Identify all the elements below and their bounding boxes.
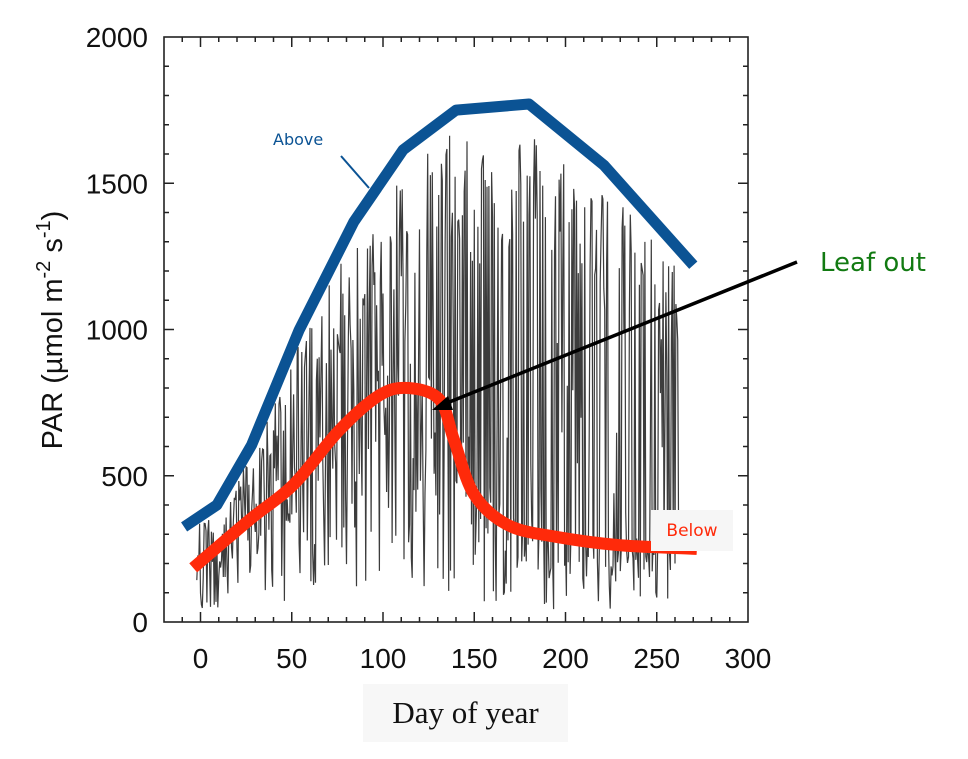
- y-tick-label: 500: [101, 461, 148, 492]
- above-leader-line: [340, 155, 370, 189]
- ylabel-sup1: -2: [33, 261, 55, 279]
- x-axis-title-text: Day of year: [392, 695, 539, 730]
- y-tick-label: 1000: [86, 315, 148, 346]
- x-tick-label: 250: [633, 643, 680, 674]
- y-tick-label: 1500: [86, 168, 148, 199]
- below-annotation: Below: [651, 510, 733, 551]
- x-tick-labels: 0 50 100 150 200 250 300: [193, 643, 772, 674]
- y-axis-title: PAR (µmol m-2 s-1): [33, 211, 69, 450]
- x-tick-label: 50: [276, 643, 307, 674]
- x-tick-label: 150: [451, 643, 498, 674]
- x-tick-label: 200: [542, 643, 589, 674]
- raw-par-trace: [196, 135, 680, 610]
- x-axis-title: Day of year: [363, 684, 568, 742]
- x-tick-label: 0: [193, 643, 209, 674]
- below-envelope-line: [189, 381, 698, 573]
- y-tick-label: 2000: [86, 22, 148, 53]
- envelope-lines: [181, 98, 698, 573]
- above-annotation: Above: [273, 130, 324, 149]
- ylabel-main: PAR (µmol m: [37, 278, 69, 449]
- axis-ticks: [164, 37, 748, 622]
- x-tick-label: 100: [360, 643, 407, 674]
- leaf-out-arrow: [432, 260, 798, 410]
- svg-text:PAR (µmol m-2 s-1): PAR (µmol m-2 s-1): [33, 211, 69, 450]
- ylabel-sup2: -1: [33, 220, 55, 238]
- y-tick-label: 0: [132, 607, 148, 638]
- raw-trace-line: [196, 135, 680, 610]
- leaf-out-annotation: Leaf out: [820, 248, 926, 278]
- leaf-out-arrow-shaft: [441, 260, 798, 407]
- ylabel-end: ): [37, 211, 69, 221]
- leaf-out-arrow-head: [432, 396, 453, 410]
- above-envelope-line: [181, 98, 698, 532]
- x-tick-label: 300: [725, 643, 772, 674]
- ylabel-mid: s: [37, 238, 69, 261]
- below-annotation-text: Below: [666, 520, 718, 541]
- y-tick-labels: 0 500 1000 1500 2000: [86, 22, 148, 638]
